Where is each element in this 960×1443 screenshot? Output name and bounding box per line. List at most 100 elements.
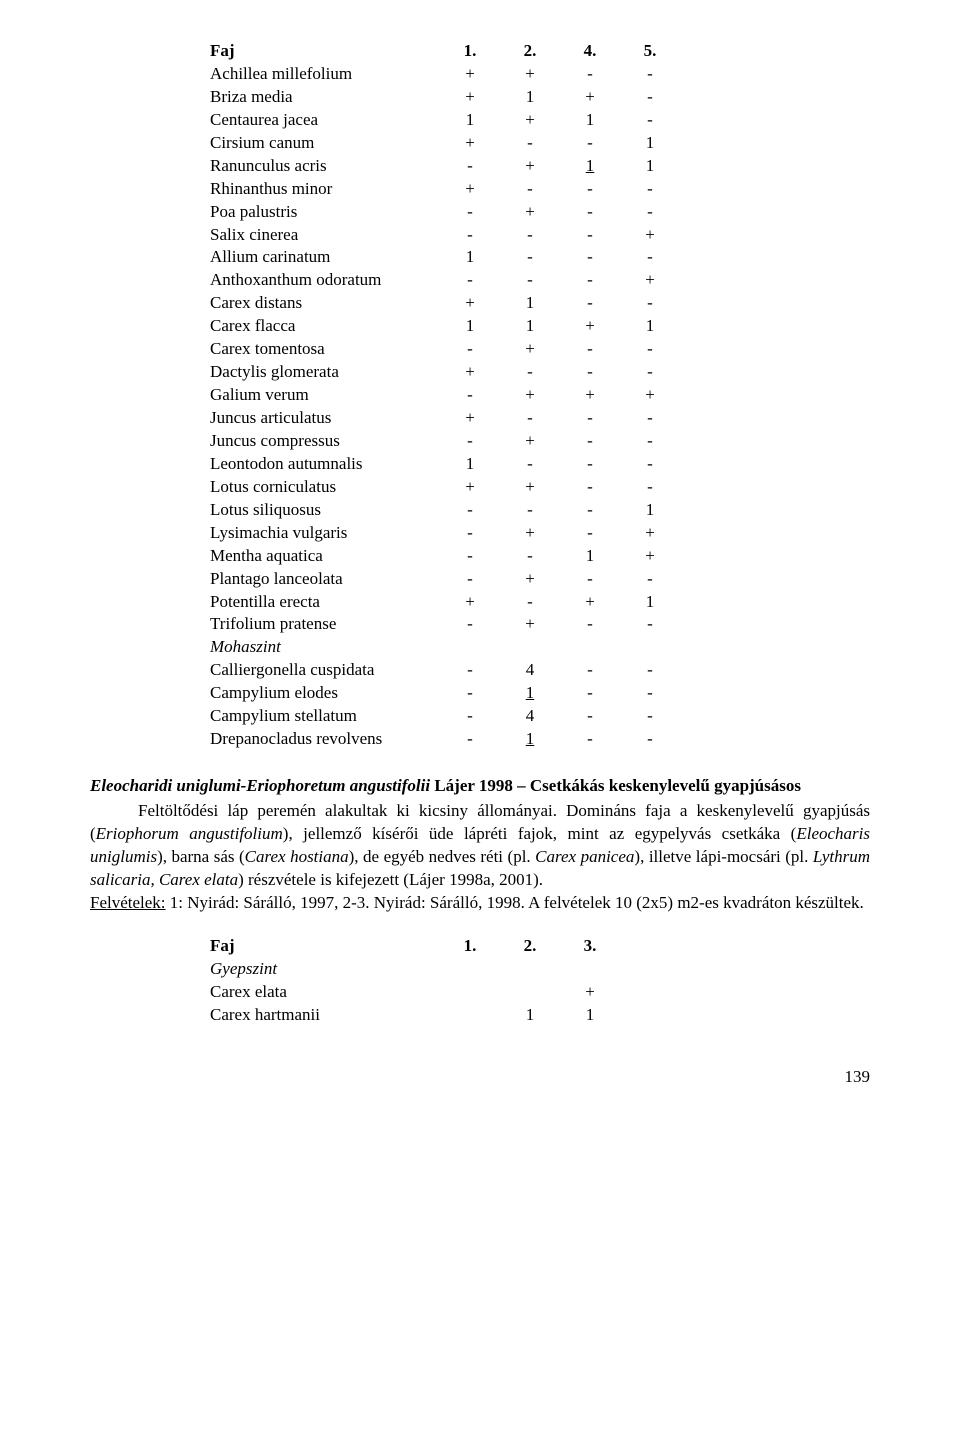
species-value: +: [440, 591, 500, 614]
table-row: Cirsium canum+--1: [210, 132, 870, 155]
species-name: Galium verum: [210, 384, 440, 407]
species-value: -: [500, 407, 560, 430]
species-value: -: [560, 682, 620, 705]
species-value: -: [500, 224, 560, 247]
species-value: -: [620, 63, 680, 86]
species-value: 1: [500, 315, 560, 338]
species-name: Poa palustris: [210, 201, 440, 224]
species-value: 4: [500, 705, 560, 728]
species-value: -: [620, 361, 680, 384]
species-value: +: [560, 981, 620, 1004]
species-value: +: [440, 63, 500, 86]
species-value: -: [440, 201, 500, 224]
species-value: +: [500, 613, 560, 636]
species-name: Ranunculus acris: [210, 155, 440, 178]
species-name: Plantago lanceolata: [210, 568, 440, 591]
species-value: 1: [620, 315, 680, 338]
table-row: Anthoxanthum odoratum---+: [210, 269, 870, 292]
species-value: +: [500, 476, 560, 499]
species-value: -: [560, 407, 620, 430]
species-value: 1: [500, 682, 560, 705]
header-col: 3.: [560, 935, 620, 958]
species-value: -: [500, 132, 560, 155]
species-value: +: [560, 86, 620, 109]
species-value: -: [440, 545, 500, 568]
species-name: Centaurea jacea: [210, 109, 440, 132]
species-value: +: [560, 315, 620, 338]
table-row: Ranunculus acris-+11: [210, 155, 870, 178]
species-name: Briza media: [210, 86, 440, 109]
species-value: -: [440, 269, 500, 292]
species-value: -: [560, 453, 620, 476]
species-value: -: [560, 246, 620, 269]
species-name: Carex elata: [210, 981, 440, 1004]
species-value: +: [620, 545, 680, 568]
species-value: -: [620, 430, 680, 453]
species-name: Cirsium canum: [210, 132, 440, 155]
table-row: Juncus compressus-+--: [210, 430, 870, 453]
species-value: 1: [620, 499, 680, 522]
species-value: [440, 1004, 500, 1027]
table-row: Mentha aquatica--1+: [210, 545, 870, 568]
table-row: Centaurea jacea1+1-: [210, 109, 870, 132]
species-value: 1: [440, 246, 500, 269]
table-row: Campylium stellatum-4--: [210, 705, 870, 728]
header-col: 2.: [500, 40, 560, 63]
species-value: -: [620, 682, 680, 705]
species-value: 1: [440, 453, 500, 476]
species-name: Mohaszint: [210, 636, 440, 659]
table-row: Campylium elodes-1--: [210, 682, 870, 705]
species-value: -: [560, 613, 620, 636]
species-value: 1: [440, 315, 500, 338]
species-value: -: [620, 568, 680, 591]
species-value: 1: [500, 86, 560, 109]
table-row: Carex distans+1--: [210, 292, 870, 315]
species-value: +: [500, 522, 560, 545]
table-row: Carex tomentosa-+--: [210, 338, 870, 361]
table-header: Faj 1. 2. 3.: [210, 935, 870, 958]
table-row: Rhinanthus minor+---: [210, 178, 870, 201]
species-value: +: [620, 224, 680, 247]
species-name: Juncus compressus: [210, 430, 440, 453]
title-latin: Eleocharidi uniglumi-Eriophoretum angust…: [90, 776, 430, 795]
species-value: +: [440, 292, 500, 315]
species-value: -: [560, 269, 620, 292]
species-value: -: [500, 591, 560, 614]
species-value: 1: [500, 1004, 560, 1027]
page-number: 139: [90, 1066, 870, 1089]
species-value: -: [440, 728, 500, 751]
species-value: +: [500, 109, 560, 132]
table-row: Drepanocladus revolvens-1--: [210, 728, 870, 751]
table-row: Juncus articulatus+---: [210, 407, 870, 430]
table-row: Calliergonella cuspidata-4--: [210, 659, 870, 682]
species-table-1: Faj 1. 2. 4. 5. Achillea millefolium++--…: [210, 40, 870, 751]
species-value: -: [560, 728, 620, 751]
species-value: -: [560, 430, 620, 453]
species-value: -: [440, 613, 500, 636]
species-value: -: [500, 545, 560, 568]
species-table-2: Faj 1. 2. 3. GyepszintCarex elata+Carex …: [210, 935, 870, 1027]
header-col: 4.: [560, 40, 620, 63]
species-value: [500, 981, 560, 1004]
species-name: Leontodon autumnalis: [210, 453, 440, 476]
header-name: Faj: [210, 40, 440, 63]
species-value: -: [560, 224, 620, 247]
species-name: Rhinanthus minor: [210, 178, 440, 201]
species-name: Lotus siliquosus: [210, 499, 440, 522]
species-value: -: [500, 246, 560, 269]
species-name: Salix cinerea: [210, 224, 440, 247]
species-value: -: [440, 338, 500, 361]
species-value: [440, 958, 500, 981]
species-name: Carex flacca: [210, 315, 440, 338]
table-row: Salix cinerea---+: [210, 224, 870, 247]
species-name: Juncus articulatus: [210, 407, 440, 430]
species-value: 1: [620, 132, 680, 155]
species-value: -: [620, 453, 680, 476]
species-name: Dactylis glomerata: [210, 361, 440, 384]
species-value: -: [440, 430, 500, 453]
species-value: 1: [500, 292, 560, 315]
species-value: +: [500, 201, 560, 224]
species-value: +: [500, 338, 560, 361]
species-value: -: [620, 201, 680, 224]
table-row: Mohaszint: [210, 636, 870, 659]
